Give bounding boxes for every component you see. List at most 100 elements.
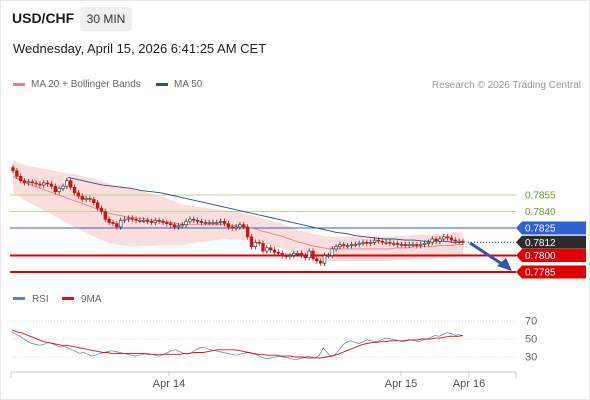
candle xyxy=(34,182,38,185)
ma50-line xyxy=(67,176,463,243)
candle xyxy=(188,218,192,222)
candle xyxy=(426,242,431,244)
rsi-tick-30: 30 xyxy=(525,352,537,364)
level-label-0.7800: 0.7800 xyxy=(525,251,556,262)
candle xyxy=(207,222,211,224)
candle xyxy=(411,244,415,246)
candle xyxy=(342,244,346,246)
candle xyxy=(11,167,15,172)
legend-label-ma20: MA 20 + Bollinger Bands xyxy=(31,79,141,90)
candle xyxy=(88,198,92,200)
candle xyxy=(434,238,438,242)
candle xyxy=(280,253,284,256)
candle xyxy=(180,224,184,227)
candle xyxy=(95,202,100,209)
candle xyxy=(184,221,188,225)
candle xyxy=(307,250,311,259)
candle xyxy=(238,224,242,228)
rsi-tick-70: 70 xyxy=(525,316,537,328)
level-label-0.7785: 0.7785 xyxy=(525,268,556,279)
candle xyxy=(384,242,388,244)
candle xyxy=(142,220,146,222)
candle xyxy=(403,244,408,246)
credit-text: Research © 2026 Trading Central xyxy=(431,80,581,91)
timeframe-badge[interactable]: 30 MIN xyxy=(80,7,132,31)
candle xyxy=(265,247,269,252)
candle xyxy=(26,181,31,184)
candle xyxy=(103,211,108,220)
candle xyxy=(276,251,281,254)
candle xyxy=(326,255,331,257)
candle xyxy=(22,180,27,184)
candle xyxy=(99,207,104,212)
candle xyxy=(92,199,96,203)
candle xyxy=(130,217,134,220)
candle xyxy=(365,242,369,244)
timestamp: Wednesday, April 15, 2026 6:41:25 AM CET xyxy=(13,41,267,56)
candle xyxy=(107,218,111,223)
candle xyxy=(357,243,361,245)
candle xyxy=(18,176,23,182)
ma9-legend-swatch xyxy=(62,297,74,300)
candle xyxy=(242,224,246,228)
candle xyxy=(430,238,434,243)
candle xyxy=(80,195,84,200)
candle xyxy=(42,182,46,186)
candle xyxy=(145,220,150,222)
candle xyxy=(338,244,342,247)
candle xyxy=(399,244,404,246)
candle xyxy=(165,222,169,224)
candle xyxy=(311,250,315,260)
candle xyxy=(176,225,181,228)
candle xyxy=(38,183,42,186)
candle xyxy=(222,221,227,224)
candle xyxy=(30,181,34,184)
x-axis: Apr 14 Apr 15 Apr 16 xyxy=(10,371,517,390)
candle xyxy=(226,223,231,228)
candle xyxy=(84,198,88,200)
candle xyxy=(161,221,165,223)
candle xyxy=(353,244,358,246)
level-tag-0.7800 xyxy=(516,249,586,262)
candle xyxy=(292,253,296,256)
level-tag-0.7785 xyxy=(516,265,586,279)
ma20-line xyxy=(12,175,463,250)
candle xyxy=(211,222,215,224)
candle xyxy=(45,182,50,185)
candle xyxy=(53,185,58,192)
candle xyxy=(368,242,373,244)
candle xyxy=(284,255,288,257)
candle xyxy=(215,222,219,224)
candle xyxy=(234,226,238,229)
candle xyxy=(388,242,392,244)
candle xyxy=(253,242,258,248)
rsi-series-9ma xyxy=(11,329,464,359)
candle xyxy=(134,218,138,221)
candle xyxy=(334,246,338,250)
candle xyxy=(330,248,334,256)
candle xyxy=(61,185,65,189)
candle xyxy=(372,239,377,243)
candle xyxy=(438,238,442,242)
candle xyxy=(118,220,123,228)
x-tick-label: Apr 16 xyxy=(453,378,485,390)
candle xyxy=(461,240,465,243)
candle xyxy=(315,258,319,262)
candle xyxy=(392,243,396,245)
candle xyxy=(15,170,19,177)
candle xyxy=(407,244,411,246)
candle xyxy=(168,223,173,226)
candle xyxy=(395,243,400,245)
level-tag-0.7812 xyxy=(516,235,586,249)
rsi-legend-label: RSI xyxy=(32,294,49,305)
legend-item-ma50: MA 50 xyxy=(156,79,202,90)
candle xyxy=(49,183,54,187)
candle xyxy=(376,239,381,242)
x-tick-label: Apr 14 xyxy=(153,378,185,390)
candle xyxy=(445,236,450,239)
level-label-0.7855: 0.7855 xyxy=(525,191,556,202)
candle xyxy=(149,221,154,223)
candle xyxy=(153,220,158,223)
candle xyxy=(249,236,254,248)
